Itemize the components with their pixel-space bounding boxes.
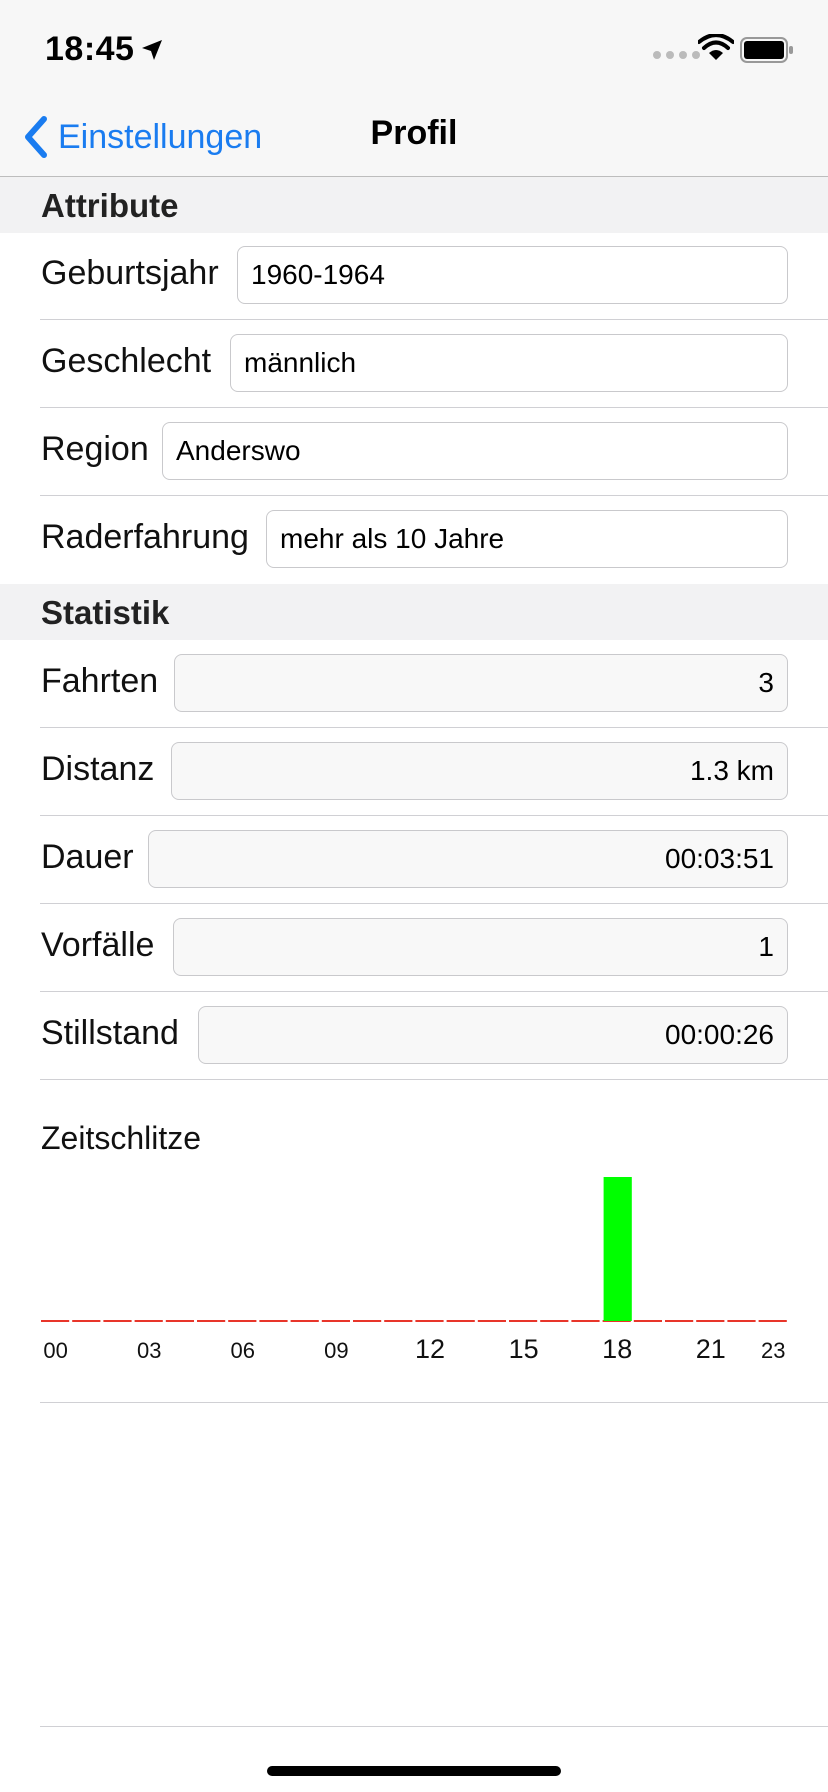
row-stillstand: Stillstand 00:00:26 [0,992,828,1080]
label-distanz: Distanz [41,750,155,788]
row-raderfahrung: Raderfahrung mehr als 10 Jahre [0,496,828,584]
tick-label-23: 23 [761,1338,785,1363]
row-separator [40,815,828,816]
row-geburtsjahr: Geburtsjahr 1960-1964 [0,232,828,320]
home-indicator [267,1766,561,1776]
timeslot-chart: Zeitschlitze 00 03 06 09 12 15 18 21 23 [0,1080,828,1404]
back-button-label: Einstellungen [58,117,263,156]
tick-label-21: 21 [696,1334,726,1364]
label-vorfaelle: Vorfälle [41,926,155,964]
section-header-statistics: Statistik [0,584,828,640]
navigation-bar: Einstellungen Profil [0,100,828,177]
stillstand-value: 00:00:26 [198,1006,788,1064]
geburtsjahr-field[interactable]: 1960-1964 [237,246,788,304]
distanz-value: 1.3 km [171,742,788,800]
status-time: 18:45 [45,30,135,68]
location-arrow-icon [142,40,162,60]
row-separator [40,1402,828,1403]
vorfaelle-value: 1 [173,918,788,976]
back-button[interactable]: Einstellungen [22,112,262,162]
label-fahrten: Fahrten [41,662,159,700]
battery-icon [740,37,793,63]
page-title: Profil [370,114,458,152]
chevron-left-icon [25,116,47,158]
signal-icon [653,51,700,59]
label-raderfahrung: Raderfahrung [41,518,249,556]
row-vorfaelle: Vorfälle 1 [0,904,828,992]
tick-label-06: 06 [231,1338,255,1363]
label-dauer: Dauer [41,838,134,876]
row-separator [40,319,828,320]
bar-18 [603,1177,632,1321]
row-geschlecht: Geschlecht männlich [0,320,828,408]
geschlecht-field[interactable]: männlich [230,334,788,392]
raderfahrung-field[interactable]: mehr als 10 Jahre [266,510,788,568]
row-distanz: Distanz 1.3 km [0,728,828,816]
tick-label-18: 18 [602,1334,632,1364]
status-bar: 18:45 [0,0,828,100]
label-geschlecht: Geschlecht [41,342,212,380]
fahrten-value: 3 [174,654,788,712]
row-separator [40,495,828,496]
wifi-icon [698,34,734,60]
chart-title: Zeitschlitze [41,1120,202,1156]
tick-label-09: 09 [324,1338,348,1363]
timeslot-chart-svg: 00 03 06 09 12 15 18 21 23 [41,1177,787,1364]
section-title-statistics: Statistik [41,594,170,631]
row-fahrten: Fahrten 3 [0,640,828,728]
tick-label-03: 03 [137,1338,161,1363]
label-stillstand: Stillstand [41,1014,179,1052]
dauer-value: 00:03:51 [148,830,788,888]
row-separator [40,991,828,992]
tick-label-15: 15 [509,1334,539,1364]
section-header-attributes: Attribute [0,177,828,233]
row-separator [40,903,828,904]
tick-label-00: 00 [43,1338,67,1363]
label-geburtsjahr: Geburtsjahr [41,254,219,292]
row-dauer: Dauer 00:03:51 [0,816,828,904]
row-separator [40,727,828,728]
row-separator [40,1079,828,1080]
row-separator [40,1726,828,1727]
region-field[interactable]: Anderswo [162,422,788,480]
row-region: Region Anderswo [0,408,828,496]
label-region: Region [41,430,149,468]
section-title-attributes: Attribute [41,187,179,224]
tick-label-12: 12 [415,1334,445,1364]
row-separator [40,407,828,408]
